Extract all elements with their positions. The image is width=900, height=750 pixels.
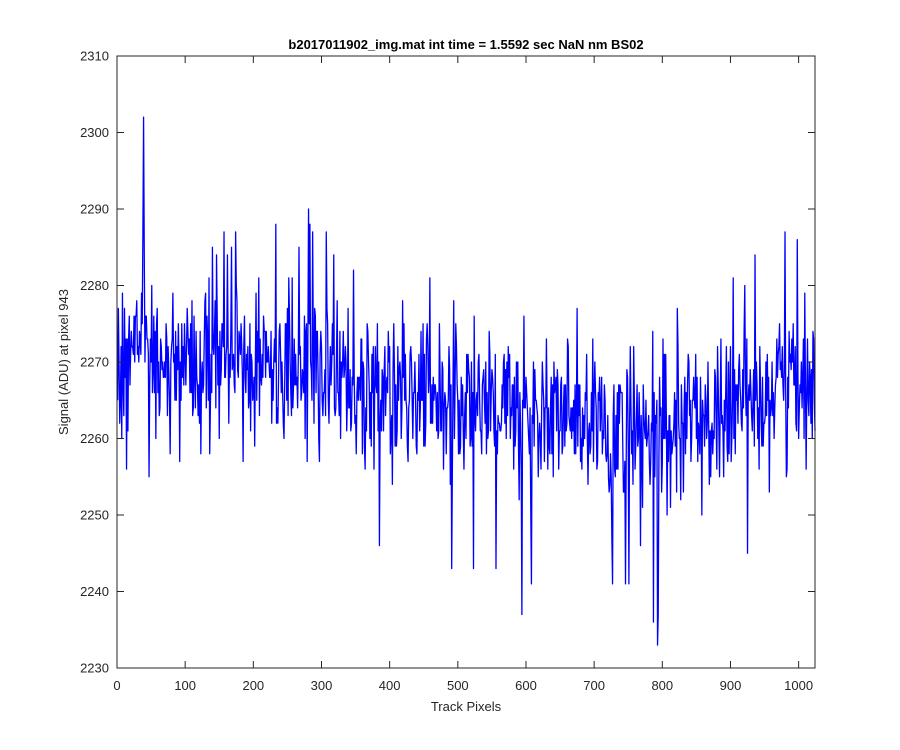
y-tick-label: 2280: [80, 278, 109, 293]
y-tick-label: 2230: [80, 661, 109, 676]
x-tick-label: 600: [515, 678, 537, 693]
signal-series-line: [117, 116, 816, 646]
x-tick-label: 400: [379, 678, 401, 693]
y-tick-label: 2300: [80, 125, 109, 140]
y-tick-label: 2250: [80, 508, 109, 523]
x-tick-label: 300: [311, 678, 333, 693]
x-tick-label: 100: [174, 678, 196, 693]
x-tick-label: 700: [583, 678, 605, 693]
chart-title: b2017011902_img.mat int time = 1.5592 se…: [288, 37, 643, 52]
y-tick-label: 2290: [80, 202, 109, 217]
series-layer: [117, 116, 816, 646]
x-axis-label: Track Pixels: [431, 699, 502, 714]
y-axis: 2230 2240 2250 2260 2270 2280 2290 2300 2310: [80, 49, 815, 676]
x-axis: 0 100 200 300 400 500 600 700 800 900 1000: [113, 56, 813, 693]
y-tick-label: 2240: [80, 584, 109, 599]
x-tick-label: 500: [447, 678, 469, 693]
y-tick-label: 2310: [80, 49, 109, 64]
x-tick-label: 200: [242, 678, 264, 693]
y-axis-label: Signal (ADU) at pixel 943: [56, 289, 71, 435]
x-tick-label: 800: [651, 678, 673, 693]
x-tick-label: 1000: [784, 678, 813, 693]
y-tick-label: 2260: [80, 431, 109, 446]
x-tick-label: 0: [113, 678, 120, 693]
x-tick-label: 900: [720, 678, 742, 693]
y-tick-label: 2270: [80, 355, 109, 370]
